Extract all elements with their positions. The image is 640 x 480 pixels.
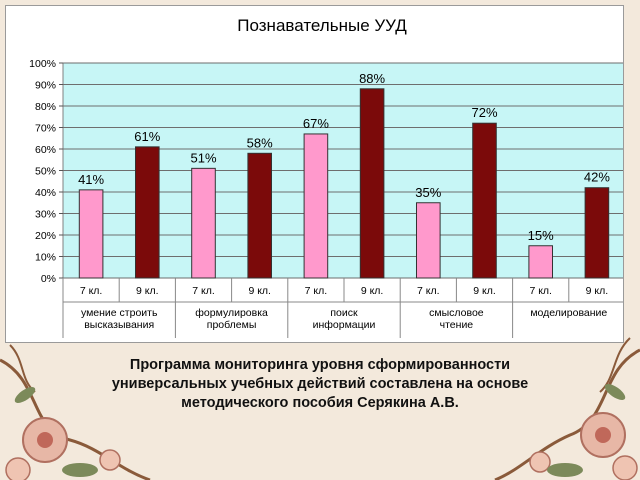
x-category-label: 7 кл.: [529, 285, 552, 297]
y-tick-label: 20%: [35, 230, 56, 242]
caption-text: Программа мониторинга уровня сформирован…: [40, 356, 600, 413]
y-tick-label: 50%: [35, 166, 56, 178]
x-category-label: 7 кл.: [80, 285, 103, 297]
data-labels: 41% 61% 51% 58% 67% 88% 35% 72% 15% 42%: [78, 71, 610, 243]
data-label: 41%: [78, 172, 104, 187]
data-label: 58%: [247, 135, 273, 150]
x-category-label: 9 кл.: [248, 285, 271, 297]
y-tick-label: 90%: [35, 80, 56, 92]
y-tick-label: 30%: [35, 209, 56, 221]
x-group-label: чтение: [440, 319, 474, 331]
y-tick-label: 60%: [35, 144, 56, 156]
data-label: 51%: [190, 150, 216, 165]
bar: [359, 88, 385, 279]
x-category-label: 7 кл.: [192, 285, 215, 297]
left-flower-ornament: [0, 344, 151, 480]
bars: [78, 88, 610, 279]
x-group-label: смысловое: [429, 307, 484, 319]
data-label: 15%: [528, 228, 554, 243]
x-category-label: 9 кл.: [586, 285, 609, 297]
bar: [78, 189, 104, 279]
bar: [247, 152, 273, 279]
y-tick-label: 10%: [35, 252, 56, 264]
data-label: 42%: [584, 170, 610, 185]
caption-line: Программа мониторинга уровня сформирован…: [129, 357, 511, 373]
bar: [303, 133, 329, 279]
caption-line: методического пособия Серякина А.В.: [181, 395, 459, 411]
chart-panel: Познавательные УУД 0% 10% 20% 30% 40% 50% 60% 7…: [5, 5, 624, 343]
bar: [134, 146, 160, 279]
x-category-label: 9 кл.: [473, 285, 496, 297]
x-group-label: формулировка: [195, 307, 268, 319]
data-label: 67%: [303, 116, 329, 131]
caption-line: универсальных учебных действий составлен…: [111, 376, 529, 392]
data-label: 35%: [415, 185, 441, 200]
data-label: 72%: [471, 105, 497, 120]
data-label: 61%: [134, 129, 160, 144]
x-category-label: 9 кл.: [136, 285, 159, 297]
bar: [191, 167, 216, 279]
data-label: 88%: [359, 71, 385, 86]
x-category-label: 9 кл.: [361, 285, 384, 297]
bar: [528, 245, 554, 279]
y-tick-label: 70%: [35, 123, 56, 135]
x-group-label: моделирование: [530, 307, 607, 319]
x-group-label: поиск: [330, 307, 358, 319]
y-tick-label: 0%: [41, 273, 56, 285]
right-flower-ornament: [494, 337, 640, 480]
y-tick-label: 40%: [35, 187, 56, 199]
bar: [472, 122, 497, 279]
x-group-label: высказывания: [84, 319, 154, 331]
x-group-label: информации: [313, 319, 376, 331]
y-tick-label: 100%: [29, 58, 56, 70]
x-group-label: умение строить: [81, 307, 158, 319]
y-tick-label: 80%: [35, 101, 56, 113]
y-axis: 0% 10% 20% 30% 40% 50% 60% 70% 80% 90% 100%: [29, 58, 63, 285]
bar: [415, 202, 441, 279]
x-group-label: проблемы: [207, 319, 257, 331]
bar-chart: Познавательные УУД 0% 10% 20% 30% 40% 50% 60% 7…: [29, 16, 623, 338]
x-category-label: 7 кл.: [417, 285, 440, 297]
x-category-label: 7 кл.: [305, 285, 328, 297]
x-axis-categories: 7 кл. 9 кл. 7 кл. 9 кл. 7 кл. 9 кл. 7 кл. 9 кл.…: [62, 278, 623, 338]
bar: [584, 187, 610, 279]
chart-title: Познавательные УУД: [237, 16, 407, 35]
